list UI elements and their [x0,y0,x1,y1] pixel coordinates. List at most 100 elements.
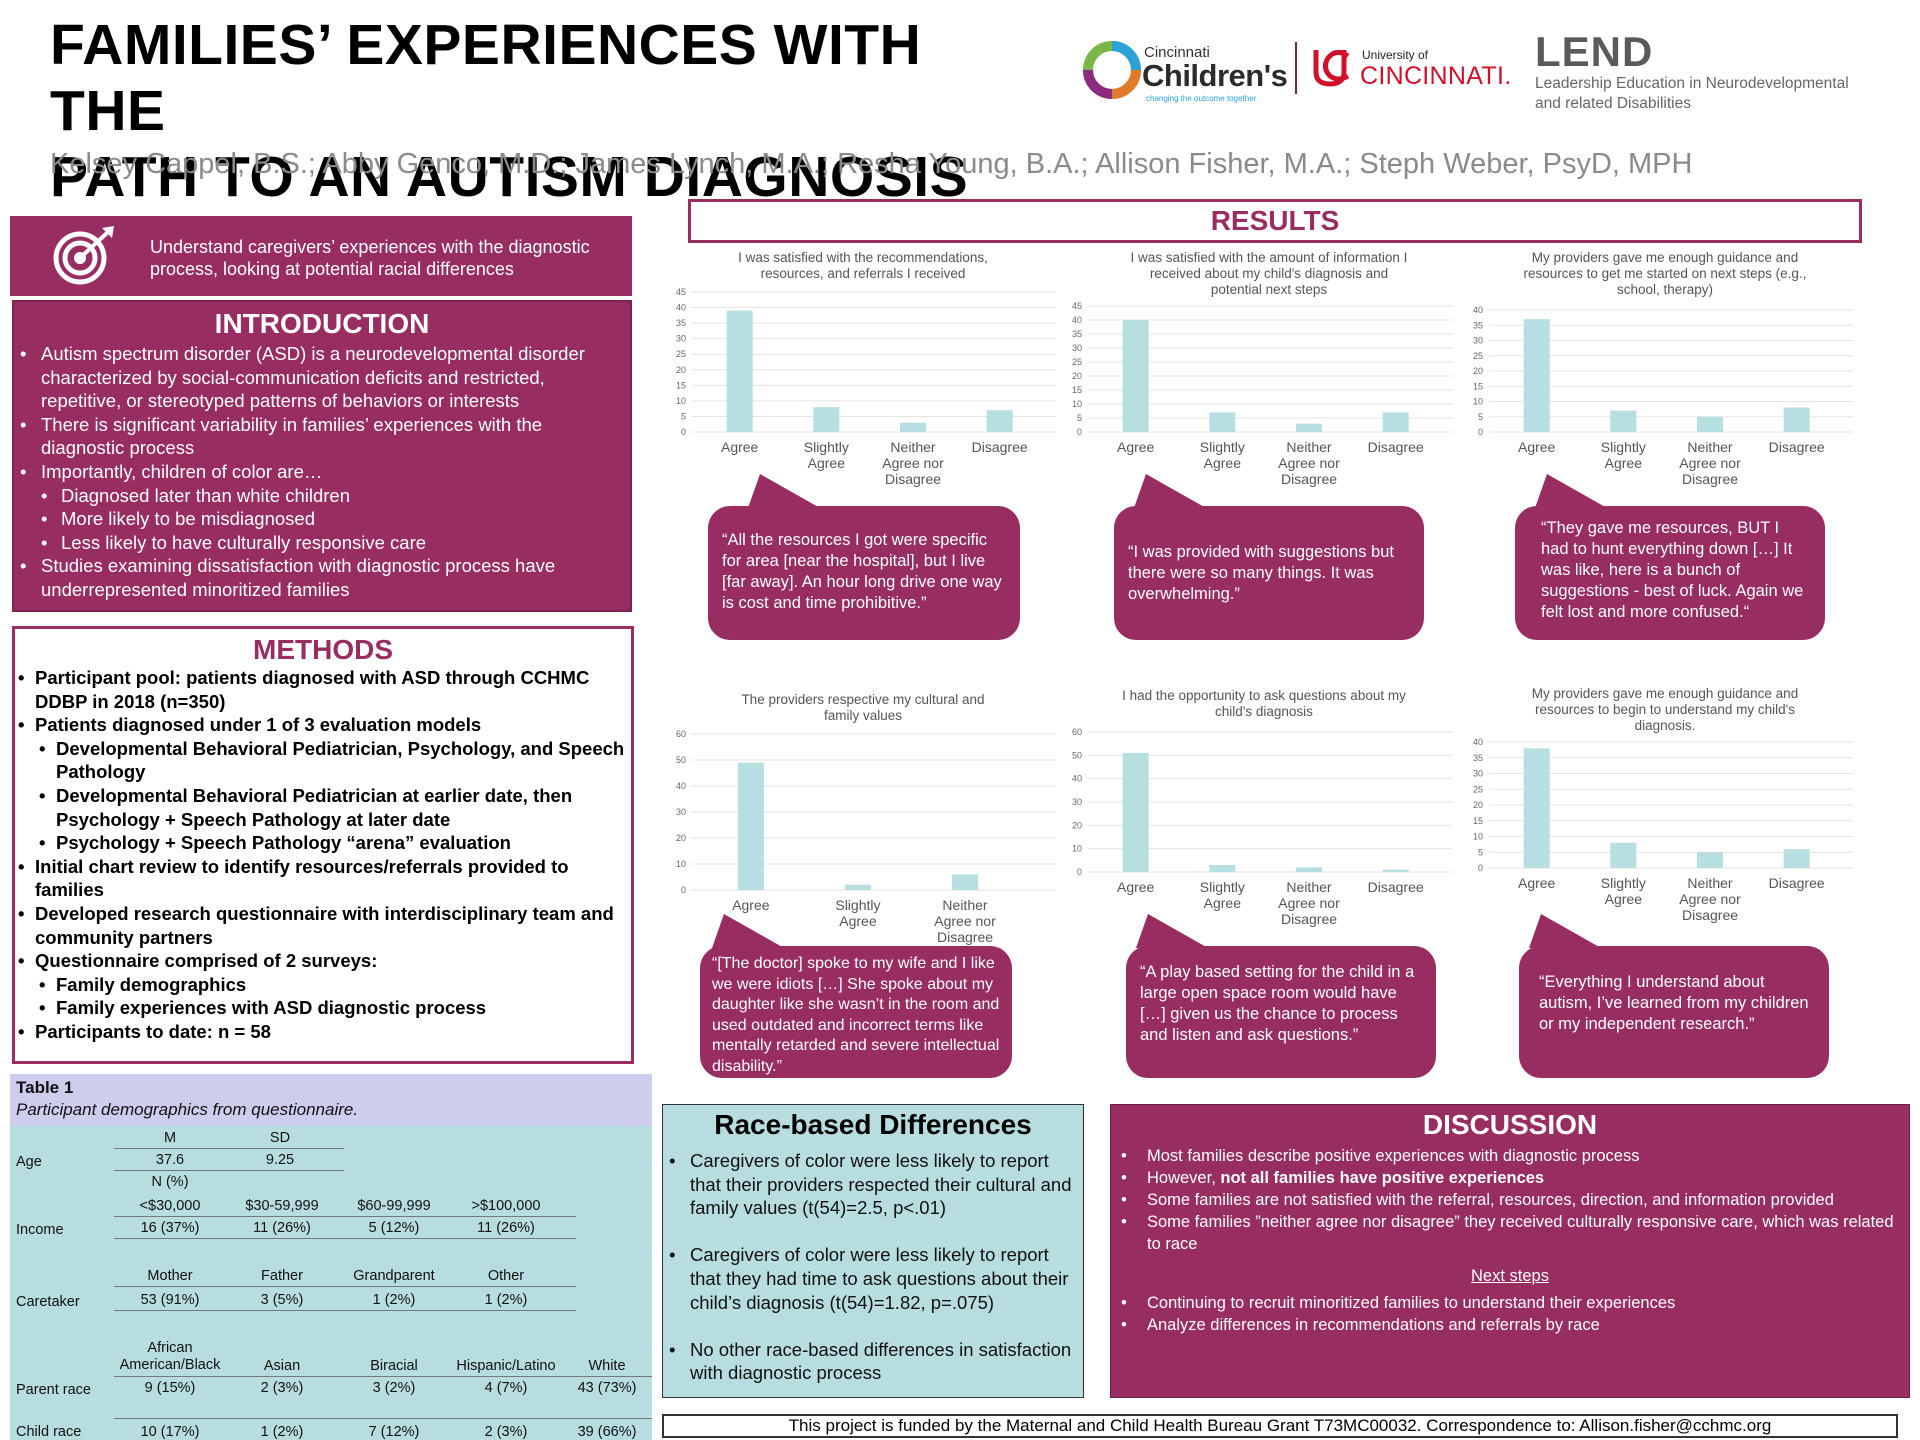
caretaker-header: Grandparent [353,1268,435,1284]
table-rule [114,1376,652,1377]
bar [1697,416,1723,432]
uc-logo-big: CINCINNATI. [1360,62,1512,90]
y-tick-label: 35 [676,318,686,328]
caretaker-header: Mother [147,1268,193,1284]
methods-item: Participant pool: patients diagnosed wit… [15,666,631,713]
x-category-label: Neither Agree nor Disagree [1278,879,1340,927]
methods-item: Patients diagnosed under 1 of 3 evaluati… [15,713,631,737]
income-value: 11 (26%) [477,1220,535,1236]
child-race-value: 39 (66%) [577,1424,637,1440]
chart-information: I was satisfied with the amount of infor… [1064,250,1459,487]
bar [1296,423,1322,432]
next-steps-title: Next steps [1471,1267,1549,1285]
intro-item: Importantly, children of color are… [14,460,630,484]
chart-title: I had the opportunity to ask questions a… [1122,688,1406,719]
introduction-list: Autism spectrum disorder (ASD) is a neur… [14,342,630,602]
bar [1382,412,1409,432]
x-category-label: Slightly Agree [804,439,849,471]
y-tick-label: 15 [1072,385,1082,395]
parent-race-value: 43 (73%) [577,1380,637,1396]
quote-bubble: “I was provided with suggestions but the… [1114,474,1424,640]
y-tick-label: 0 [1077,427,1082,437]
y-tick-label: 20 [676,365,686,375]
lend-logo-line-1: Leadership Education in Neurodevelopment… [1535,75,1849,92]
introduction-section: INTRODUCTION Autism spectrum disorder (A… [12,300,632,612]
y-tick-label: 15 [1473,381,1483,391]
child-race-value: 1 (2%) [260,1424,304,1440]
bar [1296,867,1322,872]
y-tick-label: 30 [1473,336,1483,346]
x-category-label: Neither Agree nor Disagree [934,897,996,945]
table-number: Table 1 [16,1078,74,1097]
caretaker-value: 3 (5%) [260,1292,304,1308]
y-tick-label: 0 [1478,863,1483,873]
y-tick-label: 0 [681,885,686,895]
quote-text: “A play based setting for the child in a… [1140,963,1415,1044]
child-race-value: 10 (17%) [140,1424,200,1440]
y-tick-label: 40 [676,303,686,313]
y-tick-label: 5 [1478,412,1483,422]
x-category-label: Neither Agree nor Disagree [1679,439,1741,487]
methods-title: METHODS [253,634,393,665]
bar [1209,412,1236,432]
y-tick-label: 50 [1072,750,1082,760]
race-header: African American/Black [119,1340,221,1373]
methods-subitem: Developmental Behavioral Pediatrician, P… [15,737,631,784]
caretaker-header: Other [487,1268,525,1284]
quote-text: “I was provided with suggestions but the… [1128,543,1394,603]
x-category-label: Slightly Agree [835,897,880,929]
y-tick-label: 10 [1072,399,1082,409]
race-differences-list: Caregivers of color were less likely to … [663,1149,1083,1385]
caretaker-value: 1 (2%) [372,1292,416,1308]
introduction-title: INTRODUCTION [214,308,430,339]
y-tick-label: 5 [1478,847,1483,857]
y-tick-label: 60 [676,729,686,739]
poster-title: FAMILIES’ EXPERIENCES WITH THE PATH TO A… [50,12,1050,210]
x-category-label: Neither Agree nor Disagree [1278,439,1340,487]
discussion-item: Some families ”neither agree nor disagre… [1111,1211,1909,1255]
age-label: Age [16,1154,42,1170]
results-title: RESULTS [688,199,1862,243]
y-tick-label: 30 [1072,797,1082,807]
y-tick-label: 20 [1473,800,1483,810]
authors: Kelsey Cappel, B.S.; Abby Genco, M.D.; J… [50,148,1693,180]
quote-text: “They gave me resources, BUT I had to hu… [1541,519,1804,621]
y-tick-label: 40 [1473,737,1483,747]
y-tick-label: 45 [1072,301,1082,311]
y-tick-label: 30 [676,807,686,817]
y-tick-label: 10 [1072,844,1082,854]
caretaker-value: 53 (91%) [140,1292,200,1308]
methods-subitem: Developmental Behavioral Pediatrician at… [15,784,631,831]
y-tick-label: 20 [1072,371,1082,381]
logo-divider [1295,42,1297,94]
bar [1382,869,1409,872]
quote-bubble: “They gave me resources, BUT I had to hu… [1515,474,1825,640]
table-rule [114,1238,576,1239]
title-line-2: PATH TO AN AUTISM DIAGNOSIS [50,145,969,209]
intro-subitem: Diagnosed later than white children [14,484,630,508]
x-category-label: Agree [1518,875,1556,891]
parent-race-value: 9 (15%) [144,1380,196,1396]
discussion-item: Most families describe positive experien… [1111,1145,1909,1167]
chart-guidance-next-steps: My providers gave me enough guidance and… [1465,250,1860,487]
race-header: Hispanic/Latino [456,1358,556,1374]
table-caption: Participant demographics from questionna… [16,1100,359,1119]
chart-svg: 0 5 10 15 20 25 30 35 40 45 Agree Slightly Agree Neit… [1072,301,1452,487]
quote-text: “All the resources I got were specific f… [722,531,1002,612]
intro-subitem: More likely to be misdiagnosed [14,507,630,531]
chart-svg: 0 10 20 30 40 50 60 Agree Slightly Agree Neither Ag… [676,729,1056,945]
x-category-label: Disagree [1368,439,1424,455]
y-tick-label: 25 [1473,351,1483,361]
y-tick-label: 10 [676,396,686,406]
bubble-tail [1134,474,1206,508]
x-category-label: Disagree [972,439,1028,455]
methods-subitem: Family experiences with ASD diagnostic p… [15,996,631,1020]
x-category-label: Agree [1117,879,1155,895]
caretaker-header: Father [261,1268,303,1284]
funding-note: This project is funded by the Maternal a… [662,1414,1898,1438]
childrens-swirl-icon [1083,41,1141,99]
y-tick-label: 40 [1072,315,1082,325]
intro-item: There is significant variability in fami… [14,413,630,460]
bubble-tail [1529,914,1601,948]
bar [737,762,764,890]
